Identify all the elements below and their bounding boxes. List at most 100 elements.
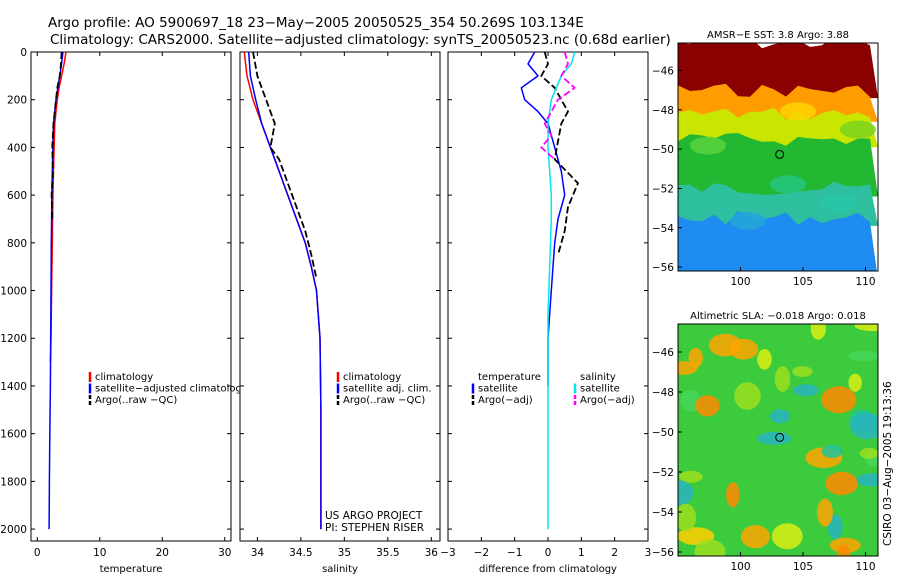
temperature-frame xyxy=(30,51,232,542)
sst-map-field xyxy=(678,43,878,271)
temperature-ytick-label: 1800 xyxy=(0,476,27,488)
salinity-series-black xyxy=(252,51,318,279)
sla-map-blob xyxy=(793,384,819,397)
sst-map-patch xyxy=(770,175,806,194)
temperature-ytick-label: 1200 xyxy=(0,333,27,345)
salinity-xtick-label: 34 xyxy=(251,547,265,559)
sst-map-ytick-label: −52 xyxy=(652,183,674,195)
temperature-ytick-label: 600 xyxy=(7,190,27,202)
difference-xtick-label: −1 xyxy=(507,547,522,559)
salinity-xtick-label: 35.5 xyxy=(376,547,399,559)
sla-map-ytick-label: −50 xyxy=(652,427,674,439)
sst-map-frame xyxy=(677,42,879,272)
difference-xtick-label: 1 xyxy=(578,547,585,559)
sla-map-blob xyxy=(770,409,791,424)
header-line-1: Argo profile: AO 5900697_18 23−May−2005 … xyxy=(48,15,584,31)
legend-label: climatology xyxy=(95,372,153,383)
sla-map-blob xyxy=(792,366,813,377)
temperature-ytick-label: 0 xyxy=(20,47,27,59)
legend-label: Argo(−adj) xyxy=(580,395,635,406)
sla-map-blob xyxy=(678,480,694,505)
legend-label: satellite xyxy=(580,384,620,395)
legend-label: temperature xyxy=(478,372,541,383)
sla-map-blob xyxy=(847,351,878,362)
sst-map-ytick-label: −54 xyxy=(652,223,674,235)
sla-map-blob xyxy=(678,503,697,532)
difference-series-cyan xyxy=(547,51,576,530)
temperature-xtick-label: 0 xyxy=(34,547,41,559)
temperature-ytick-label: 2000 xyxy=(0,524,27,536)
sla-map-blob xyxy=(729,338,759,360)
legend-label: Argo(..raw −QC) xyxy=(95,395,177,406)
sla-map-xtick-label: 100 xyxy=(730,561,750,573)
sla-map-ytick-label: −56 xyxy=(652,547,674,559)
legend-label: satellite xyxy=(478,384,518,395)
sla-map-frame xyxy=(677,323,879,557)
temperature-xtick-label: 30 xyxy=(218,547,231,559)
sst-map-argo-marker xyxy=(775,149,785,159)
sst-map-band xyxy=(678,133,878,197)
legend-label: satellite adj. clim. xyxy=(343,384,432,395)
temperature-ytick-label: 800 xyxy=(7,238,27,250)
temperature-xlabel: temperature xyxy=(100,564,163,575)
sla-map-title: Altimetric SLA: −0.018 Argo: 0.018 xyxy=(690,311,866,322)
legend-label: salinity xyxy=(580,372,616,383)
sla-map-blob xyxy=(821,444,843,458)
sst-map-patch xyxy=(820,193,856,212)
side-timestamp: CSIRO 03−Aug−2005 19:13:36 xyxy=(882,381,894,546)
sst-map-title: AMSR−E SST: 3.8 Argo: 3.88 xyxy=(707,30,849,41)
legend-label: Argo(−adj) xyxy=(478,395,533,406)
temperature-ytick-label: 1600 xyxy=(0,429,27,441)
sla-map-blob xyxy=(734,382,761,410)
sla-map-blob xyxy=(757,432,792,445)
difference-xtick-label: 0 xyxy=(545,547,552,559)
sla-map-blob xyxy=(740,525,770,549)
temperature-ytick-label: 1000 xyxy=(0,286,27,298)
salinity-xlabel: salinity xyxy=(322,564,358,575)
sst-map-xtick-label: 110 xyxy=(855,276,875,288)
legend-label: climatology xyxy=(343,372,401,383)
sla-map-ytick-label: −52 xyxy=(652,467,674,479)
temperature-series-black xyxy=(50,51,63,220)
sla-map-argo-marker xyxy=(775,432,785,442)
temperature-ytick-label: 1400 xyxy=(0,381,27,393)
sst-map-patch xyxy=(690,136,726,155)
temperature-xtick-label: 20 xyxy=(156,547,169,559)
sla-map-blob xyxy=(695,395,720,417)
sla-map-blob xyxy=(678,361,698,375)
difference-xtick-label: 2 xyxy=(611,547,618,559)
difference-xtick-label: 3 xyxy=(645,547,652,559)
sla-map-ytick-label: −46 xyxy=(652,347,674,359)
sst-map-band xyxy=(678,181,878,226)
legend-label: satellite−adjusted climatology xyxy=(95,384,248,395)
sla-map-xtick-label: 105 xyxy=(793,561,813,573)
sst-map-xtick-label: 105 xyxy=(793,276,813,288)
sst-map-band xyxy=(678,211,877,271)
difference-xtick-label: −2 xyxy=(474,547,489,559)
sla-map-blob xyxy=(679,470,703,483)
sst-map-xtick-label: 100 xyxy=(730,276,750,288)
difference-series-black xyxy=(540,51,579,256)
difference-series-magenta xyxy=(540,51,576,160)
sla-map-blob xyxy=(694,539,726,556)
sst-map-patch xyxy=(780,102,816,121)
sst-map-ytick-label: −50 xyxy=(652,144,674,156)
sst-map-panel: AMSR−E SST: 3.8 Argo: 3.88 100 105 110 −46 −4… xyxy=(652,30,879,288)
sst-map-band xyxy=(678,43,878,99)
sla-map-blob xyxy=(836,544,851,556)
sla-map-panel: Altimetric SLA: −0.018 Argo: 0.018 100 105… xyxy=(652,311,879,573)
sla-map-blob xyxy=(821,386,857,414)
sla-map-blob xyxy=(774,366,791,392)
credit-line-2: PI: STEPHEN RISER xyxy=(325,522,424,534)
sla-map-blob xyxy=(726,482,740,508)
difference-xtick-label: −3 xyxy=(440,547,455,559)
sla-map-blob xyxy=(825,471,858,496)
salinity-frame xyxy=(239,51,441,542)
salinity-panel: 34 34.5 35 35.5 36 salinity climatologysatelli… xyxy=(239,51,441,575)
sla-map-blob xyxy=(856,473,878,487)
sla-map-blob xyxy=(850,413,878,440)
difference-xlabel: difference from climatology xyxy=(479,564,617,575)
sst-map-ytick-label: −46 xyxy=(652,66,674,78)
sla-map-blob xyxy=(859,447,878,459)
